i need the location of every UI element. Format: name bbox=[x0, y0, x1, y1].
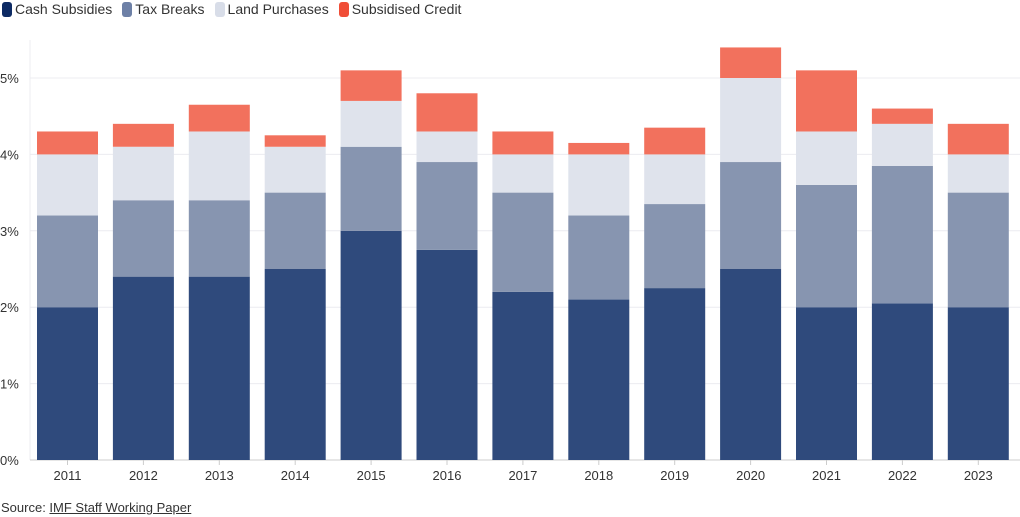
bar-segment-subsidised-credit bbox=[720, 47, 782, 78]
bar-segment-land-purchases bbox=[492, 154, 554, 193]
bar-segment-cash-subsidies bbox=[720, 269, 782, 460]
bar-segment-cash-subsidies bbox=[871, 303, 933, 460]
bar-segment-land-purchases bbox=[644, 154, 706, 205]
bar-segment-land-purchases bbox=[720, 78, 782, 163]
bar-segment-land-purchases bbox=[871, 123, 933, 166]
x-tick-label: 2022 bbox=[888, 468, 917, 483]
bar-segment-cash-subsidies bbox=[37, 307, 98, 460]
bar-segment-subsidised-credit bbox=[568, 142, 630, 155]
bar-segment-tax-breaks bbox=[947, 192, 1009, 308]
bar-segment-land-purchases bbox=[264, 146, 326, 193]
y-tick-label: 1% bbox=[0, 377, 19, 392]
legend-swatch bbox=[338, 1, 349, 17]
legend-item[interactable]: Subsidised Credit bbox=[338, 1, 462, 17]
bar-segment-land-purchases bbox=[340, 100, 402, 147]
bar-segment-tax-breaks bbox=[796, 184, 857, 308]
bar-segment-subsidised-credit bbox=[796, 70, 857, 132]
bar-segment-cash-subsidies bbox=[568, 299, 630, 460]
bar-segment-tax-breaks bbox=[871, 165, 933, 304]
bar-segment-land-purchases bbox=[112, 146, 174, 201]
y-tick-label: 0% bbox=[0, 453, 19, 468]
x-tick-label: 2020 bbox=[736, 468, 765, 483]
x-tick-label: 2017 bbox=[508, 468, 537, 483]
x-tick-label: 2013 bbox=[205, 468, 234, 483]
bar-segment-subsidised-credit bbox=[37, 131, 98, 155]
source-link[interactable]: IMF Staff Working Paper bbox=[49, 500, 192, 515]
bar-segment-tax-breaks bbox=[37, 215, 98, 308]
bar-segment-land-purchases bbox=[188, 131, 250, 201]
bar-segment-tax-breaks bbox=[340, 146, 402, 231]
y-tick-label: 4% bbox=[0, 147, 19, 162]
bar-segment-cash-subsidies bbox=[188, 276, 250, 460]
bar-segment-tax-breaks bbox=[416, 162, 478, 250]
bar-segment-tax-breaks bbox=[720, 162, 782, 269]
bar-segment-tax-breaks bbox=[492, 192, 554, 292]
source-label: Source: bbox=[1, 500, 50, 515]
bar-segment-tax-breaks bbox=[264, 192, 326, 269]
legend-swatch bbox=[214, 1, 225, 17]
bar-segment-cash-subsidies bbox=[644, 288, 706, 460]
x-tick-label: 2015 bbox=[357, 468, 386, 483]
bar-segment-land-purchases bbox=[416, 131, 478, 163]
legend-label: Cash Subsidies bbox=[15, 1, 113, 17]
bar-segment-subsidised-credit bbox=[188, 104, 250, 132]
bar-segment-tax-breaks bbox=[112, 200, 174, 277]
x-tick-label: 2016 bbox=[433, 468, 462, 483]
legend-item[interactable]: Cash Subsidies bbox=[2, 1, 112, 17]
bar-segment-land-purchases bbox=[796, 131, 857, 185]
legend-label: Land Purchases bbox=[227, 1, 329, 17]
bar-segment-subsidised-credit bbox=[492, 131, 554, 155]
bar-segment-subsidised-credit bbox=[871, 108, 933, 124]
bar-segment-tax-breaks bbox=[568, 215, 630, 300]
bar-segment-subsidised-credit bbox=[340, 70, 402, 101]
bar-segment-subsidised-credit bbox=[112, 123, 174, 147]
x-tick-label: 2011 bbox=[54, 468, 82, 483]
bar-segment-land-purchases bbox=[37, 154, 98, 216]
bar-segment-land-purchases bbox=[568, 154, 630, 216]
legend: Cash Subsidies Tax Breaks Land Purchases Su… bbox=[2, 1, 461, 17]
bar-segment-tax-breaks bbox=[644, 204, 706, 289]
y-tick-label: 5% bbox=[0, 71, 19, 86]
bar-segment-cash-subsidies bbox=[340, 230, 402, 460]
bar-segment-cash-subsidies bbox=[796, 307, 857, 460]
y-tick-label: 2% bbox=[0, 300, 19, 315]
legend-swatch bbox=[2, 1, 12, 17]
source-note: Source: IMF Staff Working Paper bbox=[1, 500, 191, 515]
x-tick-label: 2014 bbox=[281, 468, 310, 483]
bar-segment-subsidised-credit bbox=[416, 93, 478, 132]
x-tick-label: 2021 bbox=[812, 468, 841, 483]
legend-swatch bbox=[122, 1, 133, 17]
bar-segment-cash-subsidies bbox=[416, 249, 478, 460]
x-tick-label: 2018 bbox=[584, 468, 613, 483]
bar-segment-subsidised-credit bbox=[264, 135, 326, 147]
legend-item[interactable]: Tax Breaks bbox=[122, 1, 205, 17]
x-tick-label: 2019 bbox=[660, 468, 689, 483]
x-tick-label: 2023 bbox=[964, 468, 993, 483]
legend-label: Tax Breaks bbox=[135, 1, 205, 17]
bar-segment-cash-subsidies bbox=[492, 291, 554, 460]
legend-label: Subsidised Credit bbox=[351, 1, 462, 17]
legend-item[interactable]: Land Purchases bbox=[214, 1, 329, 17]
bar-segment-cash-subsidies bbox=[112, 276, 174, 460]
x-tick-label: 2012 bbox=[129, 468, 158, 483]
bar-segment-tax-breaks bbox=[188, 200, 250, 277]
stacked-bar-chart: 0% 1% 2% 3% 4% 5% 2011 2012 2013 2014 2015 2016 2017… bbox=[0, 40, 1020, 483]
bar-segment-subsidised-credit bbox=[644, 127, 706, 155]
bar-segment-cash-subsidies bbox=[947, 307, 1009, 460]
bar-segment-cash-subsidies bbox=[264, 269, 326, 460]
bar-segment-land-purchases bbox=[947, 154, 1009, 193]
bar-segment-subsidised-credit bbox=[947, 123, 1009, 155]
y-tick-label: 3% bbox=[0, 224, 19, 239]
